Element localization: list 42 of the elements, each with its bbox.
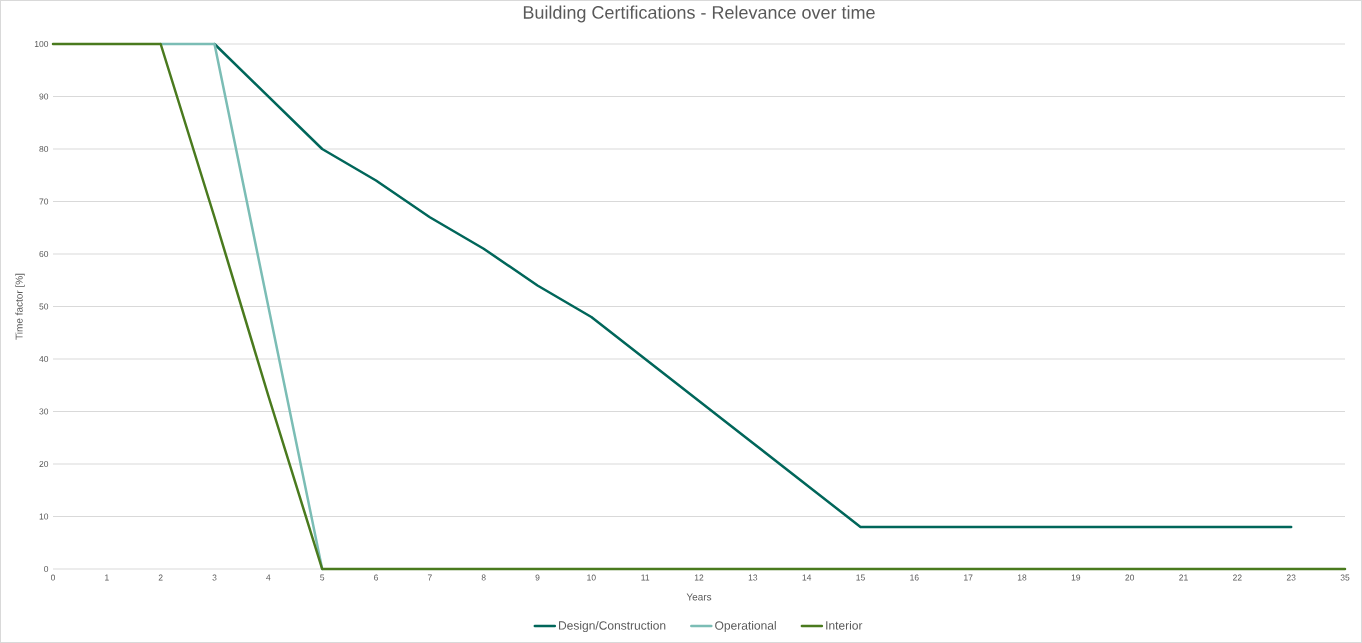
x-tick-label: 23 [1286,574,1296,581]
x-tick-label: 16 [910,574,919,581]
legend-label: Design/Construction [559,620,666,633]
x-tick-label: 18 [1017,574,1027,581]
y-tick-label: 20 [39,461,49,467]
x-tick-label: 20 [1125,574,1135,581]
x-tick-label: 17 [964,574,973,581]
x-tick-label: 35 [1340,574,1350,581]
x-tick-label: 9 [535,574,540,581]
x-tick-label: 19 [1071,574,1081,581]
x-tick-label: 15 [856,574,865,581]
y-tick-label: 0 [44,566,49,572]
x-tick-label: 22 [1233,574,1242,581]
x-tick-label: 1 [105,574,109,581]
x-tick-label: 7 [427,574,432,581]
y-tick-label: 10 [39,513,49,520]
x-tick-label: 12 [694,574,704,581]
x-tick-label: 4 [266,574,271,581]
x-tick-label: 2 [158,574,163,581]
y-tick-label: 50 [39,303,49,310]
x-tick-label: 3 [212,574,217,581]
y-tick-label: 70 [39,198,49,205]
x-tick-label: 10 [587,574,596,581]
chart-title: Building Certifications - Relevance over time [523,5,875,23]
y-tick-label: 40 [39,356,49,362]
y-tick-label: 90 [39,93,49,100]
x-tick-label: 21 [1179,574,1188,581]
legend-label: Interior [826,620,863,630]
legend-label: Operational [715,620,776,633]
x-axis-title: Years [686,593,712,601]
x-tick-label: 13 [748,574,758,581]
y-tick-label: 100 [34,40,49,47]
x-tick-label: 0 [50,574,56,581]
x-tick-label: 6 [374,574,378,581]
x-tick-label: 8 [481,574,486,581]
y-axis-title: Time factor [%] [15,273,25,340]
y-tick-label: 60 [39,250,49,257]
x-tick-label: 11 [641,574,650,581]
x-tick-label: 5 [320,574,325,581]
y-tick-label: 80 [39,145,49,152]
y-tick-label: 30 [39,408,49,415]
x-tick-label: 14 [802,574,812,581]
